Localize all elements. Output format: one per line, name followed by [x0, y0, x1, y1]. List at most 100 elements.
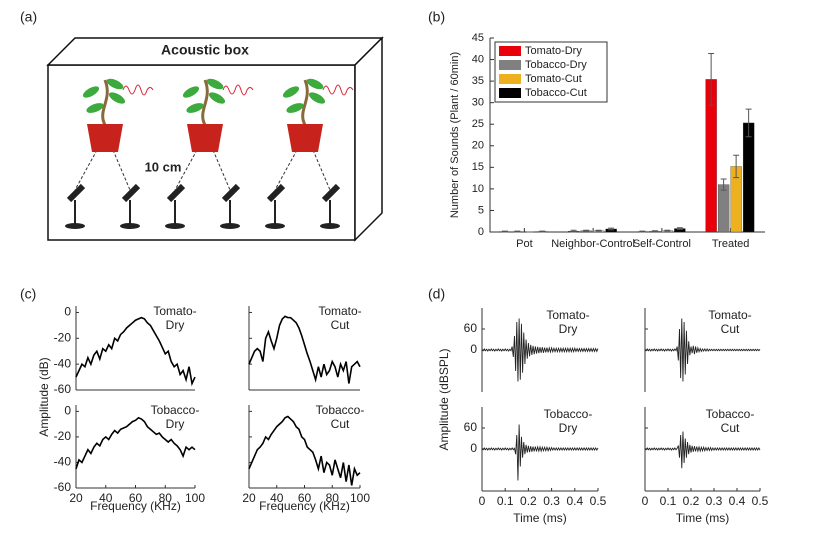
leaf	[208, 92, 226, 104]
x-axis-label: Frequency (KHz)	[259, 499, 350, 513]
panel-title: Tomato-Cut	[318, 304, 361, 332]
x-tick-label: 100	[350, 491, 370, 505]
error-bar	[539, 230, 546, 233]
leaf	[106, 78, 124, 90]
panel-title: Tomato-Dry	[153, 304, 196, 332]
y-tick-label: 30	[472, 97, 484, 109]
x-tick-label: 40	[99, 491, 113, 505]
distance-label: 10 cm	[145, 159, 182, 174]
y-axis-label: Number of Sounds (Plant / 60min)	[449, 52, 461, 218]
mic-base	[265, 223, 285, 229]
mic-body	[321, 183, 341, 203]
error-bar	[501, 230, 508, 233]
error-bar	[570, 229, 577, 233]
error-bar	[514, 230, 521, 233]
x-tick-label: 0.1	[660, 494, 677, 508]
y-tick-label: -60	[54, 480, 72, 494]
panel-label: (b)	[428, 9, 445, 25]
plants	[65, 78, 354, 229]
leaf	[182, 86, 200, 98]
mic-body	[121, 183, 141, 203]
acoustic-box	[46, 36, 384, 242]
error-bar	[595, 229, 602, 232]
y-axis-label: Amplitude (dB)	[37, 357, 51, 436]
legend-swatch	[499, 88, 521, 98]
sound-wave	[222, 84, 254, 96]
x-tick-label: 20	[69, 491, 83, 505]
x-tick-label: 0.3	[706, 494, 723, 508]
mic-base	[165, 223, 185, 229]
mic-base	[220, 223, 240, 229]
x-tick-label: Self-Control	[633, 238, 691, 250]
legend-label: Tobacco-Cut	[525, 87, 587, 99]
legend-swatch	[499, 74, 521, 84]
leaf	[186, 103, 204, 113]
x-tick-label: Pot	[516, 238, 533, 250]
x-tick-label: 0.5	[752, 494, 769, 508]
panel-title: Tobacco-Cut	[706, 407, 755, 435]
error-bar	[664, 229, 671, 232]
x-axis-label: Time (ms)	[676, 511, 730, 525]
y-tick-label: 0	[470, 441, 477, 455]
mic-body	[166, 183, 186, 203]
leaf	[206, 78, 224, 90]
dashed-line	[74, 149, 131, 191]
dashed-line	[174, 149, 231, 191]
leaf	[86, 103, 104, 113]
x-tick-label: 80	[326, 491, 340, 505]
x-tick-label: 0.2	[683, 494, 700, 508]
legend-label: Tomato-Dry	[525, 45, 582, 57]
y-tick-label: 0	[470, 342, 477, 356]
signal-line	[248, 415, 361, 486]
y-tick-label: 0	[64, 305, 71, 319]
y-tick-label: 15	[472, 161, 484, 173]
leaf	[82, 86, 100, 98]
error-bar	[639, 230, 646, 233]
signal-line	[75, 316, 196, 387]
legend-swatch	[499, 46, 521, 56]
panel-title: Tomato-Dry	[546, 308, 589, 336]
legend-label: Tomato-Cut	[525, 73, 582, 85]
error-bar	[651, 230, 658, 233]
stem	[201, 79, 209, 126]
y-axis-label: Amplitude (dBSPL)	[437, 348, 451, 450]
error-bar	[676, 227, 683, 230]
mic-body	[266, 183, 286, 203]
bar	[717, 184, 730, 233]
y-tick-label: 40	[472, 53, 484, 65]
y-tick-label: 25	[472, 118, 484, 130]
y-tick-label: 60	[464, 321, 478, 335]
y-tick-label: -40	[54, 455, 72, 469]
y-tick-label: 45	[472, 32, 484, 44]
pot	[187, 124, 223, 152]
leaf	[108, 92, 126, 104]
x-tick-label: 40	[270, 491, 284, 505]
panel-title: Tobacco-Dry	[151, 403, 200, 431]
x-tick-label: Neighbor-Control	[551, 238, 635, 250]
y-tick-label: -60	[54, 382, 72, 396]
signal-line	[481, 318, 599, 382]
sound-wave	[322, 84, 354, 96]
x-tick-label: 60	[129, 491, 143, 505]
x-tick-label: Treated	[712, 238, 750, 250]
leaf	[308, 92, 326, 104]
sound-wave	[122, 84, 154, 96]
x-axis-label: Frequency (KHz)	[90, 499, 181, 513]
x-tick-label: 0.3	[543, 494, 560, 508]
mic-base	[120, 223, 140, 229]
y-tick-label: 0	[64, 404, 71, 418]
legend-swatch	[499, 60, 521, 70]
y-tick-label: 5	[478, 204, 484, 216]
dashed-line	[274, 149, 331, 191]
panel-label: (d)	[428, 286, 445, 302]
mic-base	[65, 223, 85, 229]
y-tick-label: 0	[478, 226, 484, 238]
error-bar	[708, 53, 715, 106]
signal-line	[644, 318, 761, 382]
x-tick-label: 0	[642, 494, 649, 508]
mic-body	[66, 183, 86, 203]
error-bar	[583, 229, 590, 232]
box-title: Acoustic box	[161, 42, 249, 58]
error-bar	[745, 108, 752, 138]
